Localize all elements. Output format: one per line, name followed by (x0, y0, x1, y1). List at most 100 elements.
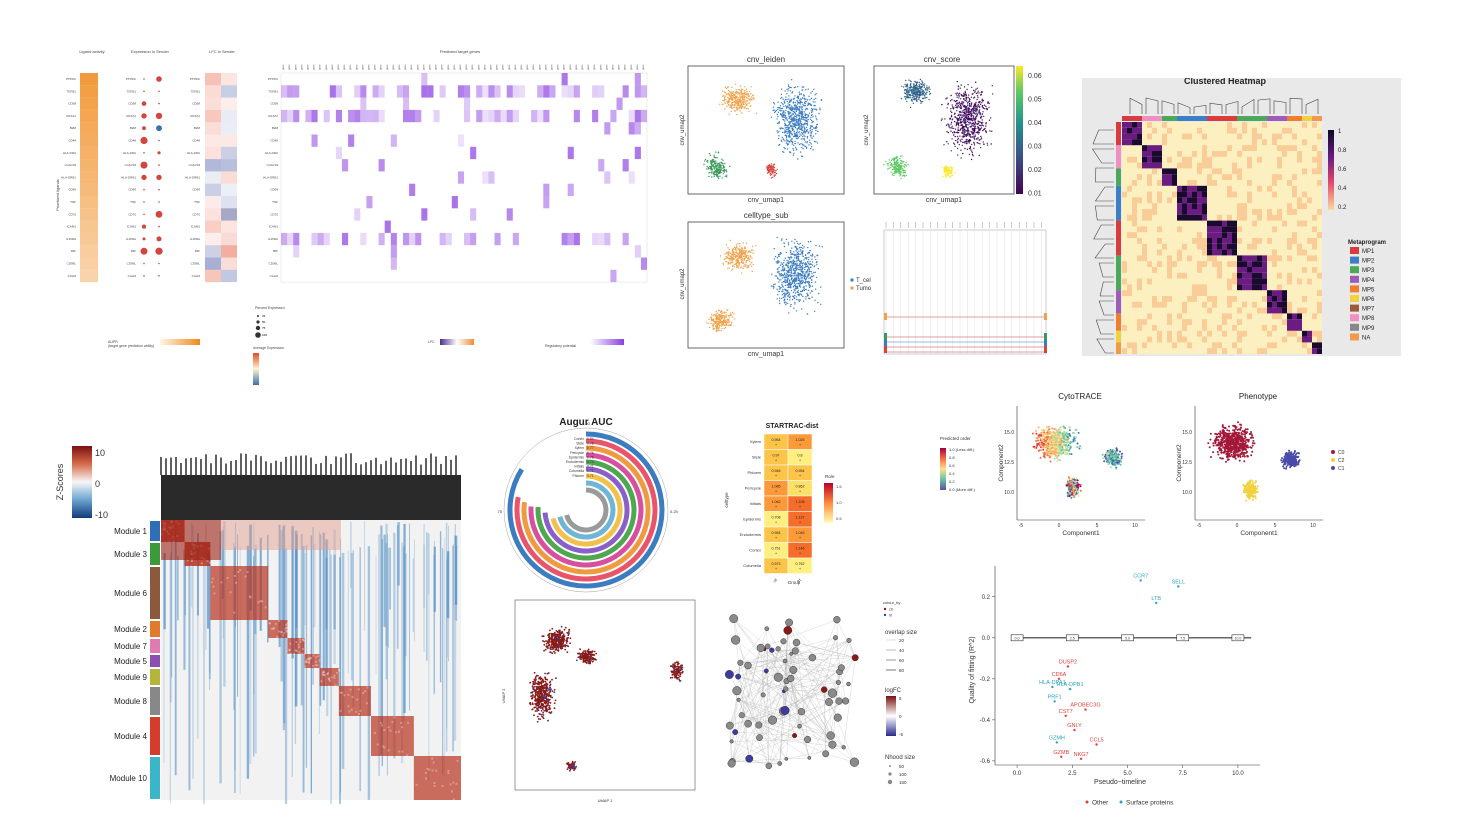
cluster-cell (1252, 267, 1257, 273)
cluster-cell (1207, 162, 1212, 169)
leiden-point (774, 171, 776, 174)
score-point (975, 81, 977, 83)
celltype-point (797, 282, 800, 285)
clustered-heatmap-panel: Clustered Heatmap 1 0.8 0.6 0.4 0.2 Metaprog… (1082, 76, 1401, 356)
celltype-point (790, 275, 792, 278)
ligand-label: CD99L (67, 262, 77, 266)
leiden-point (793, 120, 795, 122)
leiden-point (729, 97, 731, 100)
score-point (968, 104, 970, 106)
cluster-cell (1247, 267, 1252, 273)
score-point (972, 108, 975, 110)
leiden-point (704, 158, 707, 161)
celltype-point (738, 255, 740, 257)
cluster-cell (1207, 348, 1212, 354)
cluster-cell (1307, 330, 1312, 337)
score-point (890, 167, 892, 169)
leiden-point (782, 138, 784, 140)
cluster-cell (1202, 185, 1207, 192)
celltype-point (808, 252, 811, 254)
cluster-cell (1212, 255, 1217, 262)
celltype-point (785, 304, 787, 306)
score-point (903, 92, 906, 94)
leiden-point (808, 131, 810, 133)
cluster-side-bar (1116, 290, 1121, 314)
leiden-point (740, 107, 743, 110)
score-point (945, 165, 947, 167)
cluster-cell (1302, 249, 1307, 256)
cluster-cell (1152, 203, 1157, 209)
score-point (961, 120, 963, 123)
leiden-point (777, 111, 779, 113)
module-stripe (209, 544, 211, 674)
celltype-point (749, 260, 751, 262)
target-cell (433, 109, 440, 123)
leiden-point (731, 99, 734, 101)
expression-dot (158, 90, 160, 93)
celltype-point (800, 252, 803, 254)
celltype-point (744, 247, 746, 250)
score-point (944, 169, 947, 172)
score-point (953, 100, 955, 102)
score-point (975, 88, 977, 90)
cluster-side-bar (1116, 185, 1121, 221)
module-stripe (443, 537, 445, 776)
cluster-cell (1312, 243, 1317, 250)
leiden-point (815, 129, 817, 132)
celltype-point (741, 258, 743, 260)
celltype-point (794, 301, 796, 304)
leiden-point (792, 126, 794, 128)
celltype-point (787, 242, 790, 244)
ligand-label: B2M (70, 126, 77, 130)
leiden-point (777, 101, 779, 103)
leiden-point (789, 90, 792, 92)
score-point (961, 138, 963, 140)
score-point (957, 122, 959, 124)
score-point (943, 166, 946, 169)
leiden-point (802, 104, 804, 106)
target-cell (281, 109, 288, 123)
cluster-cell (1202, 203, 1207, 209)
celltype-point (801, 279, 803, 281)
leiden-point (795, 122, 797, 124)
cluster-cell (1252, 278, 1257, 285)
leiden-point (804, 113, 806, 115)
score-point (947, 174, 949, 176)
cluster-cell (1247, 191, 1252, 198)
cluster-cell (1197, 203, 1202, 209)
target-cell (573, 85, 580, 98)
celltype-point (786, 280, 788, 283)
leiden-point (808, 112, 811, 114)
leiden-point (719, 163, 721, 166)
score-point (905, 98, 907, 100)
leiden-point (709, 171, 711, 174)
leiden-point (788, 135, 790, 137)
celltype-point (774, 283, 776, 285)
score-point (950, 110, 952, 112)
score-point (966, 88, 968, 91)
cluster-cell (1157, 301, 1162, 308)
leiden-point (779, 109, 781, 111)
score-point (991, 130, 993, 132)
target-cell (634, 122, 641, 135)
celltype-point (752, 249, 754, 251)
cluster-cell (1287, 209, 1292, 215)
celltype-point (801, 266, 803, 269)
score-point (964, 91, 967, 94)
expression-dot (142, 237, 146, 241)
celltype-point (745, 255, 747, 258)
celltype-point (797, 299, 799, 301)
score-point (977, 131, 979, 133)
leiden-point (788, 124, 790, 126)
leiden-point (805, 126, 808, 129)
leiden-point (726, 171, 728, 173)
score-point (973, 131, 975, 134)
cluster-cell (1302, 336, 1307, 343)
expression-dot (158, 201, 160, 203)
cluster-cell (1127, 156, 1132, 163)
score-point (961, 101, 963, 103)
celltype-point (741, 262, 744, 264)
target-cell (409, 232, 416, 246)
cluster-cell (1302, 330, 1307, 337)
celltype-point (739, 251, 741, 254)
